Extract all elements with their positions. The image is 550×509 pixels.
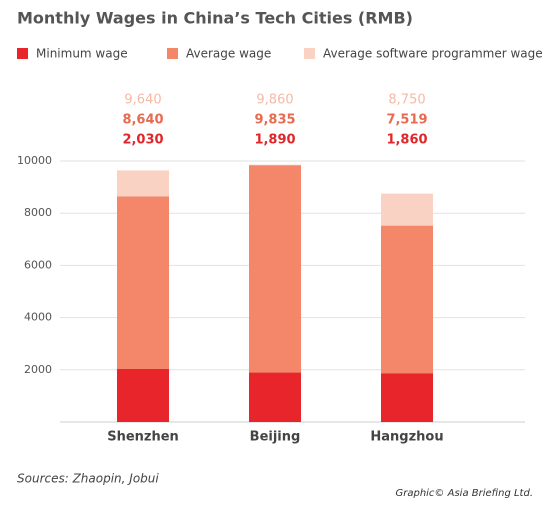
bar — [249, 372, 301, 422]
x-tick-label: Shenzhen — [107, 430, 179, 445]
bar — [381, 373, 433, 422]
value-label: 9,860 — [256, 93, 293, 108]
legend-label: Average wage — [186, 47, 271, 61]
value-label: 1,890 — [254, 133, 295, 148]
legend-swatch — [304, 48, 315, 59]
value-label: 8,640 — [122, 113, 163, 128]
y-tick-label: 10000 — [17, 154, 52, 167]
y-tick-label: 6000 — [24, 258, 52, 271]
chart-title: Monthly Wages in China’s Tech Cities (RM… — [17, 9, 413, 28]
value-label: 9,835 — [254, 113, 295, 128]
value-label: 7,519 — [386, 113, 427, 128]
value-label: 8,750 — [388, 93, 425, 108]
value-label: 2,030 — [122, 133, 163, 148]
legend-label: Average software programmer wage — [323, 47, 543, 61]
bar — [117, 369, 169, 422]
y-tick-label: 8000 — [24, 206, 52, 219]
legend-label: Minimum wage — [36, 47, 128, 61]
legend-swatch — [17, 48, 28, 59]
credit: Graphic© Asia Briefing Ltd. — [395, 488, 533, 499]
legend-swatch — [167, 48, 178, 59]
x-tick-label: Hangzhou — [370, 430, 443, 445]
y-tick-label: 4000 — [24, 311, 52, 324]
x-tick-label: Beijing — [250, 430, 301, 445]
value-label: 1,860 — [386, 133, 427, 148]
y-tick-label: 2000 — [24, 363, 52, 376]
source: Sources: Zhaopin, Jobui — [17, 472, 159, 486]
value-label: 9,640 — [124, 93, 161, 108]
